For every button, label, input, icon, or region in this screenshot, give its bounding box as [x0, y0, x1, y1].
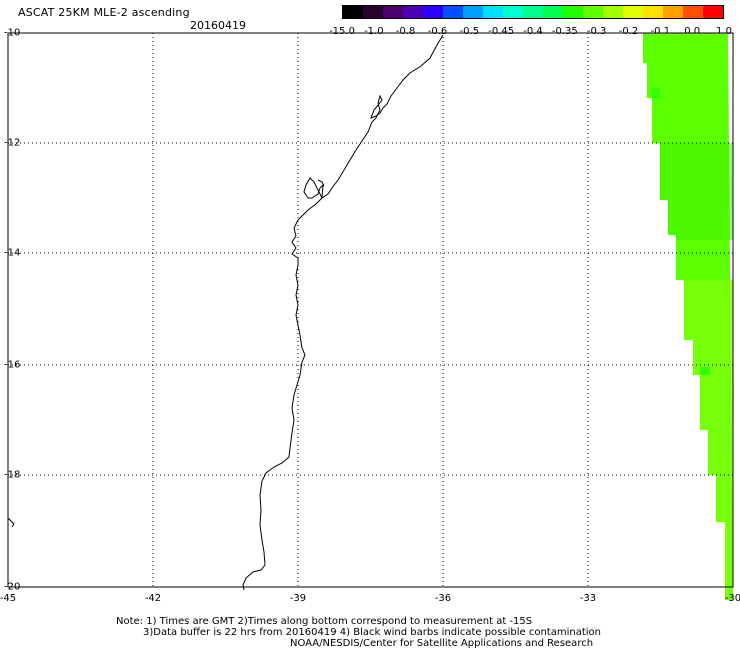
colorbar-tick-label: -0.8: [395, 26, 416, 37]
plot-frame: [7, 32, 734, 588]
y-axis-label: -18: [4, 469, 21, 481]
colorbar-swatch: [423, 6, 443, 18]
y-axis-label: -20: [4, 581, 21, 593]
note-line-1: Note: 1) Times are GMT 2)Times along bot…: [116, 616, 533, 627]
colorbar-swatch: [523, 6, 543, 18]
colorbar-swatch: [583, 6, 603, 18]
colorbar-swatch: [543, 6, 563, 18]
y-axis-label: -10: [4, 27, 21, 39]
x-axis-label: -30: [724, 593, 740, 604]
colorbar-tick-label: -0.5: [459, 26, 480, 37]
colorbar-swatch: [483, 6, 503, 18]
colorbar-swatch: [563, 6, 583, 18]
x-axis-label: -45: [0, 593, 17, 604]
colorbar-tick-label: -0.1: [650, 26, 671, 37]
colorbar-swatch: [703, 6, 723, 18]
coastline: [7, 34, 444, 591]
colorbar-tick-label: 0.0: [684, 26, 701, 37]
colorbar-tick-label: -1.0: [364, 26, 384, 37]
colorbar-swatch: [643, 6, 663, 18]
colorbar-tick-label: -15.0: [329, 26, 355, 37]
x-axis-label: -33: [579, 593, 597, 604]
colorbar-swatch: [683, 6, 703, 18]
colorbar-swatch: [623, 6, 643, 18]
y-axis-label: -16: [4, 359, 21, 371]
colorbar-tick-label: 1.0: [716, 26, 732, 37]
colorbar-tick-label: -0.6: [427, 26, 448, 37]
colorbar-swatch: [463, 6, 483, 18]
colorbar-swatch: [403, 6, 423, 18]
colorbar-tick-label: -0.35: [551, 26, 578, 37]
colorbar-swatch: [443, 6, 463, 18]
scatterometer-swath: [643, 33, 733, 600]
colorbar-swatch: [343, 6, 363, 18]
colorbar-tick-label: -0.45: [488, 26, 515, 37]
colorbar-swatch: [663, 6, 683, 18]
x-axis-label: -39: [289, 593, 307, 604]
colorbar-tick-label: -0.2: [618, 26, 639, 37]
y-axis-label: -12: [4, 137, 21, 149]
header-date: 20160419: [190, 19, 246, 32]
colorbar-tick-label: -0.4: [523, 26, 543, 37]
note-line-2: 3)Data buffer is 22 hrs from 20160419 4)…: [143, 627, 601, 638]
colorbar-swatch: [503, 6, 523, 18]
colorbar: [342, 5, 724, 19]
x-axis-label: -42: [144, 593, 162, 604]
note-line-3: NOAA/NESDIS/Center for Satellite Applica…: [290, 638, 594, 649]
colorbar-swatch: [603, 6, 623, 18]
gridlines: [8, 33, 733, 587]
colorbar-tick-label: -0.3: [586, 26, 607, 37]
header-title: ASCAT 25KM MLE-2 ascending: [18, 6, 190, 19]
colorbar-swatch: [383, 6, 403, 18]
colorbar-swatch: [363, 6, 383, 18]
x-axis-label: -36: [434, 593, 452, 604]
y-axis-label: -14: [4, 247, 21, 259]
